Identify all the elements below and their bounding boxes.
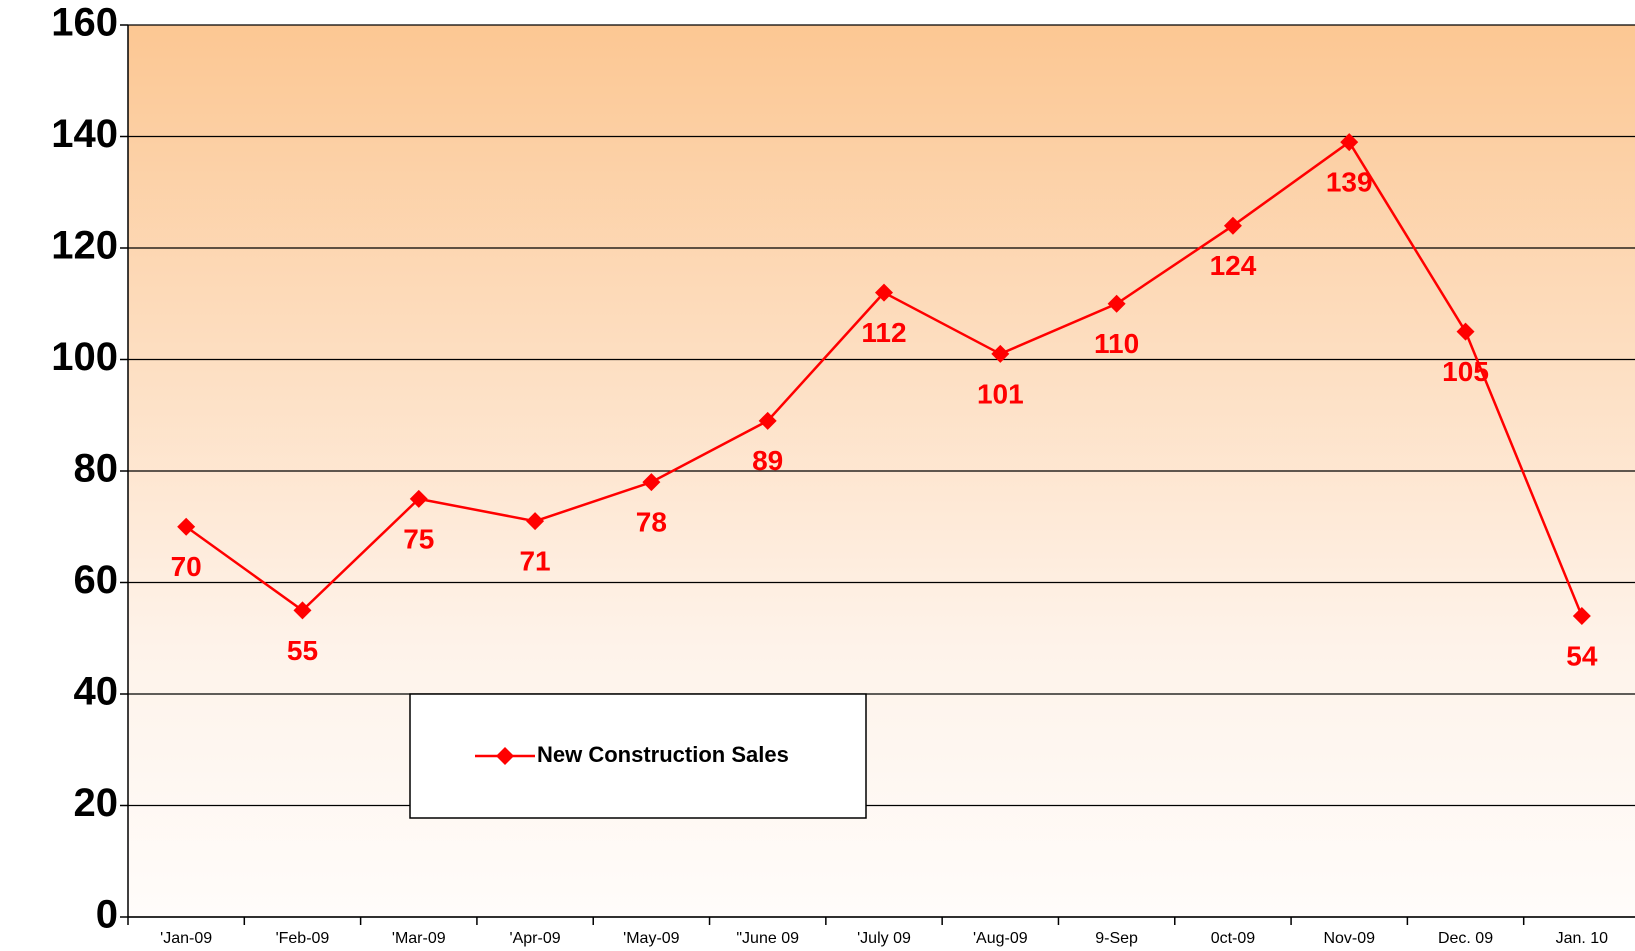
point <box>526 512 545 531</box>
y-tick-label: 80 <box>74 447 119 491</box>
y-tick-label: 100 <box>51 335 118 379</box>
data-label: 110 <box>1094 328 1139 359</box>
marks: 70 55 75 71 78 89 112 101 110 124 139 105 54 <box>171 133 1598 671</box>
y-tick-label: 60 <box>74 558 119 602</box>
point <box>991 344 1010 363</box>
data-label: 71 <box>519 546 550 577</box>
data-label: 139 <box>1326 166 1373 197</box>
x-tick-label: Nov-09 <box>1323 930 1375 947</box>
point <box>1456 322 1475 341</box>
x-tick-label: Jan. 10 <box>1556 930 1609 947</box>
x-tick-label: 'Feb-09 <box>276 930 330 947</box>
point <box>1340 133 1359 152</box>
y-tick-label: 160 <box>51 1 118 45</box>
x-tick-label: 'Mar-09 <box>392 930 446 947</box>
point <box>875 283 893 302</box>
point <box>1107 294 1126 313</box>
grid <box>120 24 1635 925</box>
point <box>1223 216 1242 235</box>
x-tick-label: 0ct-09 <box>1211 930 1256 947</box>
data-label: 75 <box>403 523 434 554</box>
point <box>758 411 777 430</box>
x-tick-label: "June 09 <box>736 930 799 947</box>
legend-marker <box>496 747 514 765</box>
x-tick-label: 'Jan-09 <box>160 930 212 947</box>
x-tick-label: 'July 09 <box>857 930 911 947</box>
x-tick-label: 'Apr-09 <box>510 930 561 947</box>
point <box>177 517 196 536</box>
y-tick-label: 20 <box>74 781 119 825</box>
data-label: 78 <box>636 507 667 538</box>
data-label: 54 <box>1566 640 1598 671</box>
point <box>1572 606 1591 625</box>
legend-label: New Construction Sales <box>537 742 789 767</box>
x-tick-label: 'May-09 <box>623 930 680 947</box>
data-label: 89 <box>752 445 783 476</box>
data-label: 105 <box>1442 356 1489 387</box>
data-label: 55 <box>287 635 318 666</box>
y-tick-label: 40 <box>74 670 119 714</box>
data-label: 112 <box>861 317 906 348</box>
y-tick-label: 140 <box>51 112 118 156</box>
x-tick-label: Dec. 09 <box>1438 930 1493 947</box>
point <box>642 473 661 492</box>
data-label: 101 <box>977 378 1024 409</box>
data-label: 70 <box>171 551 202 582</box>
x-tick-label: 9-Sep <box>1095 930 1138 947</box>
point <box>409 489 428 508</box>
data-label: 124 <box>1210 250 1257 281</box>
x-tick-label: 'Aug-09 <box>973 930 1028 947</box>
y-tick-label: 120 <box>51 224 118 268</box>
point <box>293 601 312 620</box>
y-tick-label: 0 <box>96 893 118 937</box>
